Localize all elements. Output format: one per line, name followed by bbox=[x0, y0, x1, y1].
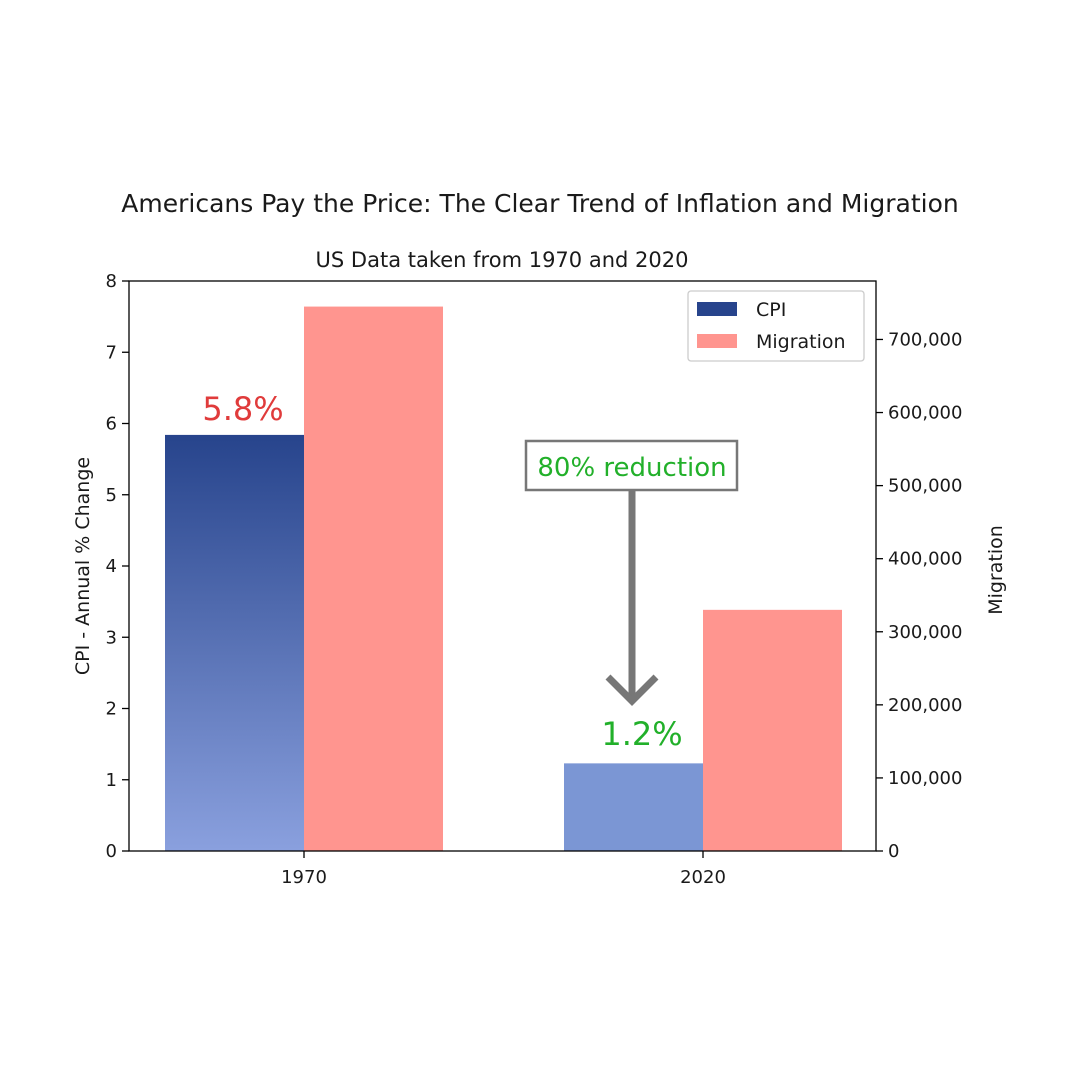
legend-label-migration: Migration bbox=[756, 331, 846, 353]
y2-tick-label: 700,000 bbox=[888, 329, 962, 350]
y2-axis-label: Migration bbox=[985, 525, 1007, 615]
y-tick-label: 8 bbox=[106, 271, 117, 292]
y2-tick-label: 400,000 bbox=[888, 549, 962, 570]
legend-label-cpi: CPI bbox=[756, 299, 786, 321]
y2-tick-label: 0 bbox=[888, 841, 899, 862]
chart-subtitle: US Data taken from 1970 and 2020 bbox=[316, 248, 689, 272]
x-tick-label: 2020 bbox=[680, 867, 726, 888]
bar-cpi-1970 bbox=[165, 434, 304, 851]
data-label-1970: 5.8% bbox=[202, 390, 283, 428]
y-tick-label: 1 bbox=[106, 770, 117, 791]
y-tick-label: 2 bbox=[106, 699, 117, 720]
y-tick-label: 0 bbox=[106, 841, 117, 862]
y2-tick-label: 200,000 bbox=[888, 695, 962, 716]
y2-axis-ticks: 0 100,000 200,000 300,000 400,000 500,000 600,… bbox=[876, 329, 962, 862]
y-tick-label: 3 bbox=[106, 627, 117, 648]
bars-layer bbox=[165, 306, 842, 852]
chart-title: Americans Pay the Price: The Clear Trend… bbox=[121, 189, 958, 218]
y-tick-label: 4 bbox=[106, 556, 117, 577]
y2-tick-label: 100,000 bbox=[888, 768, 962, 789]
bar-migration-1970 bbox=[304, 306, 443, 852]
data-label-2020: 1.2% bbox=[601, 715, 682, 753]
legend: CPI Migration bbox=[687, 290, 865, 362]
legend-swatch-migration bbox=[697, 334, 737, 348]
bar-cpi-2020 bbox=[564, 763, 703, 851]
y-tick-label: 7 bbox=[106, 342, 117, 363]
y-axis-label: CPI - Annual % Change bbox=[72, 457, 94, 675]
y-axis-ticks: 0 1 2 3 4 5 6 7 8 bbox=[106, 271, 129, 862]
y2-tick-label: 600,000 bbox=[888, 403, 962, 424]
x-tick-label: 1970 bbox=[281, 867, 327, 888]
y-tick-label: 6 bbox=[106, 414, 117, 435]
annotation-text: 80% reduction bbox=[537, 453, 726, 483]
x-axis-ticks: 1970 2020 bbox=[281, 851, 726, 888]
bar-migration-2020 bbox=[703, 609, 842, 851]
y2-tick-label: 300,000 bbox=[888, 622, 962, 643]
reduction-annotation: 80% reduction bbox=[524, 439, 739, 706]
y-tick-label: 5 bbox=[106, 485, 117, 506]
y2-tick-label: 500,000 bbox=[888, 476, 962, 497]
annotation-arrow-head bbox=[605, 674, 659, 706]
legend-swatch-cpi bbox=[697, 302, 737, 316]
